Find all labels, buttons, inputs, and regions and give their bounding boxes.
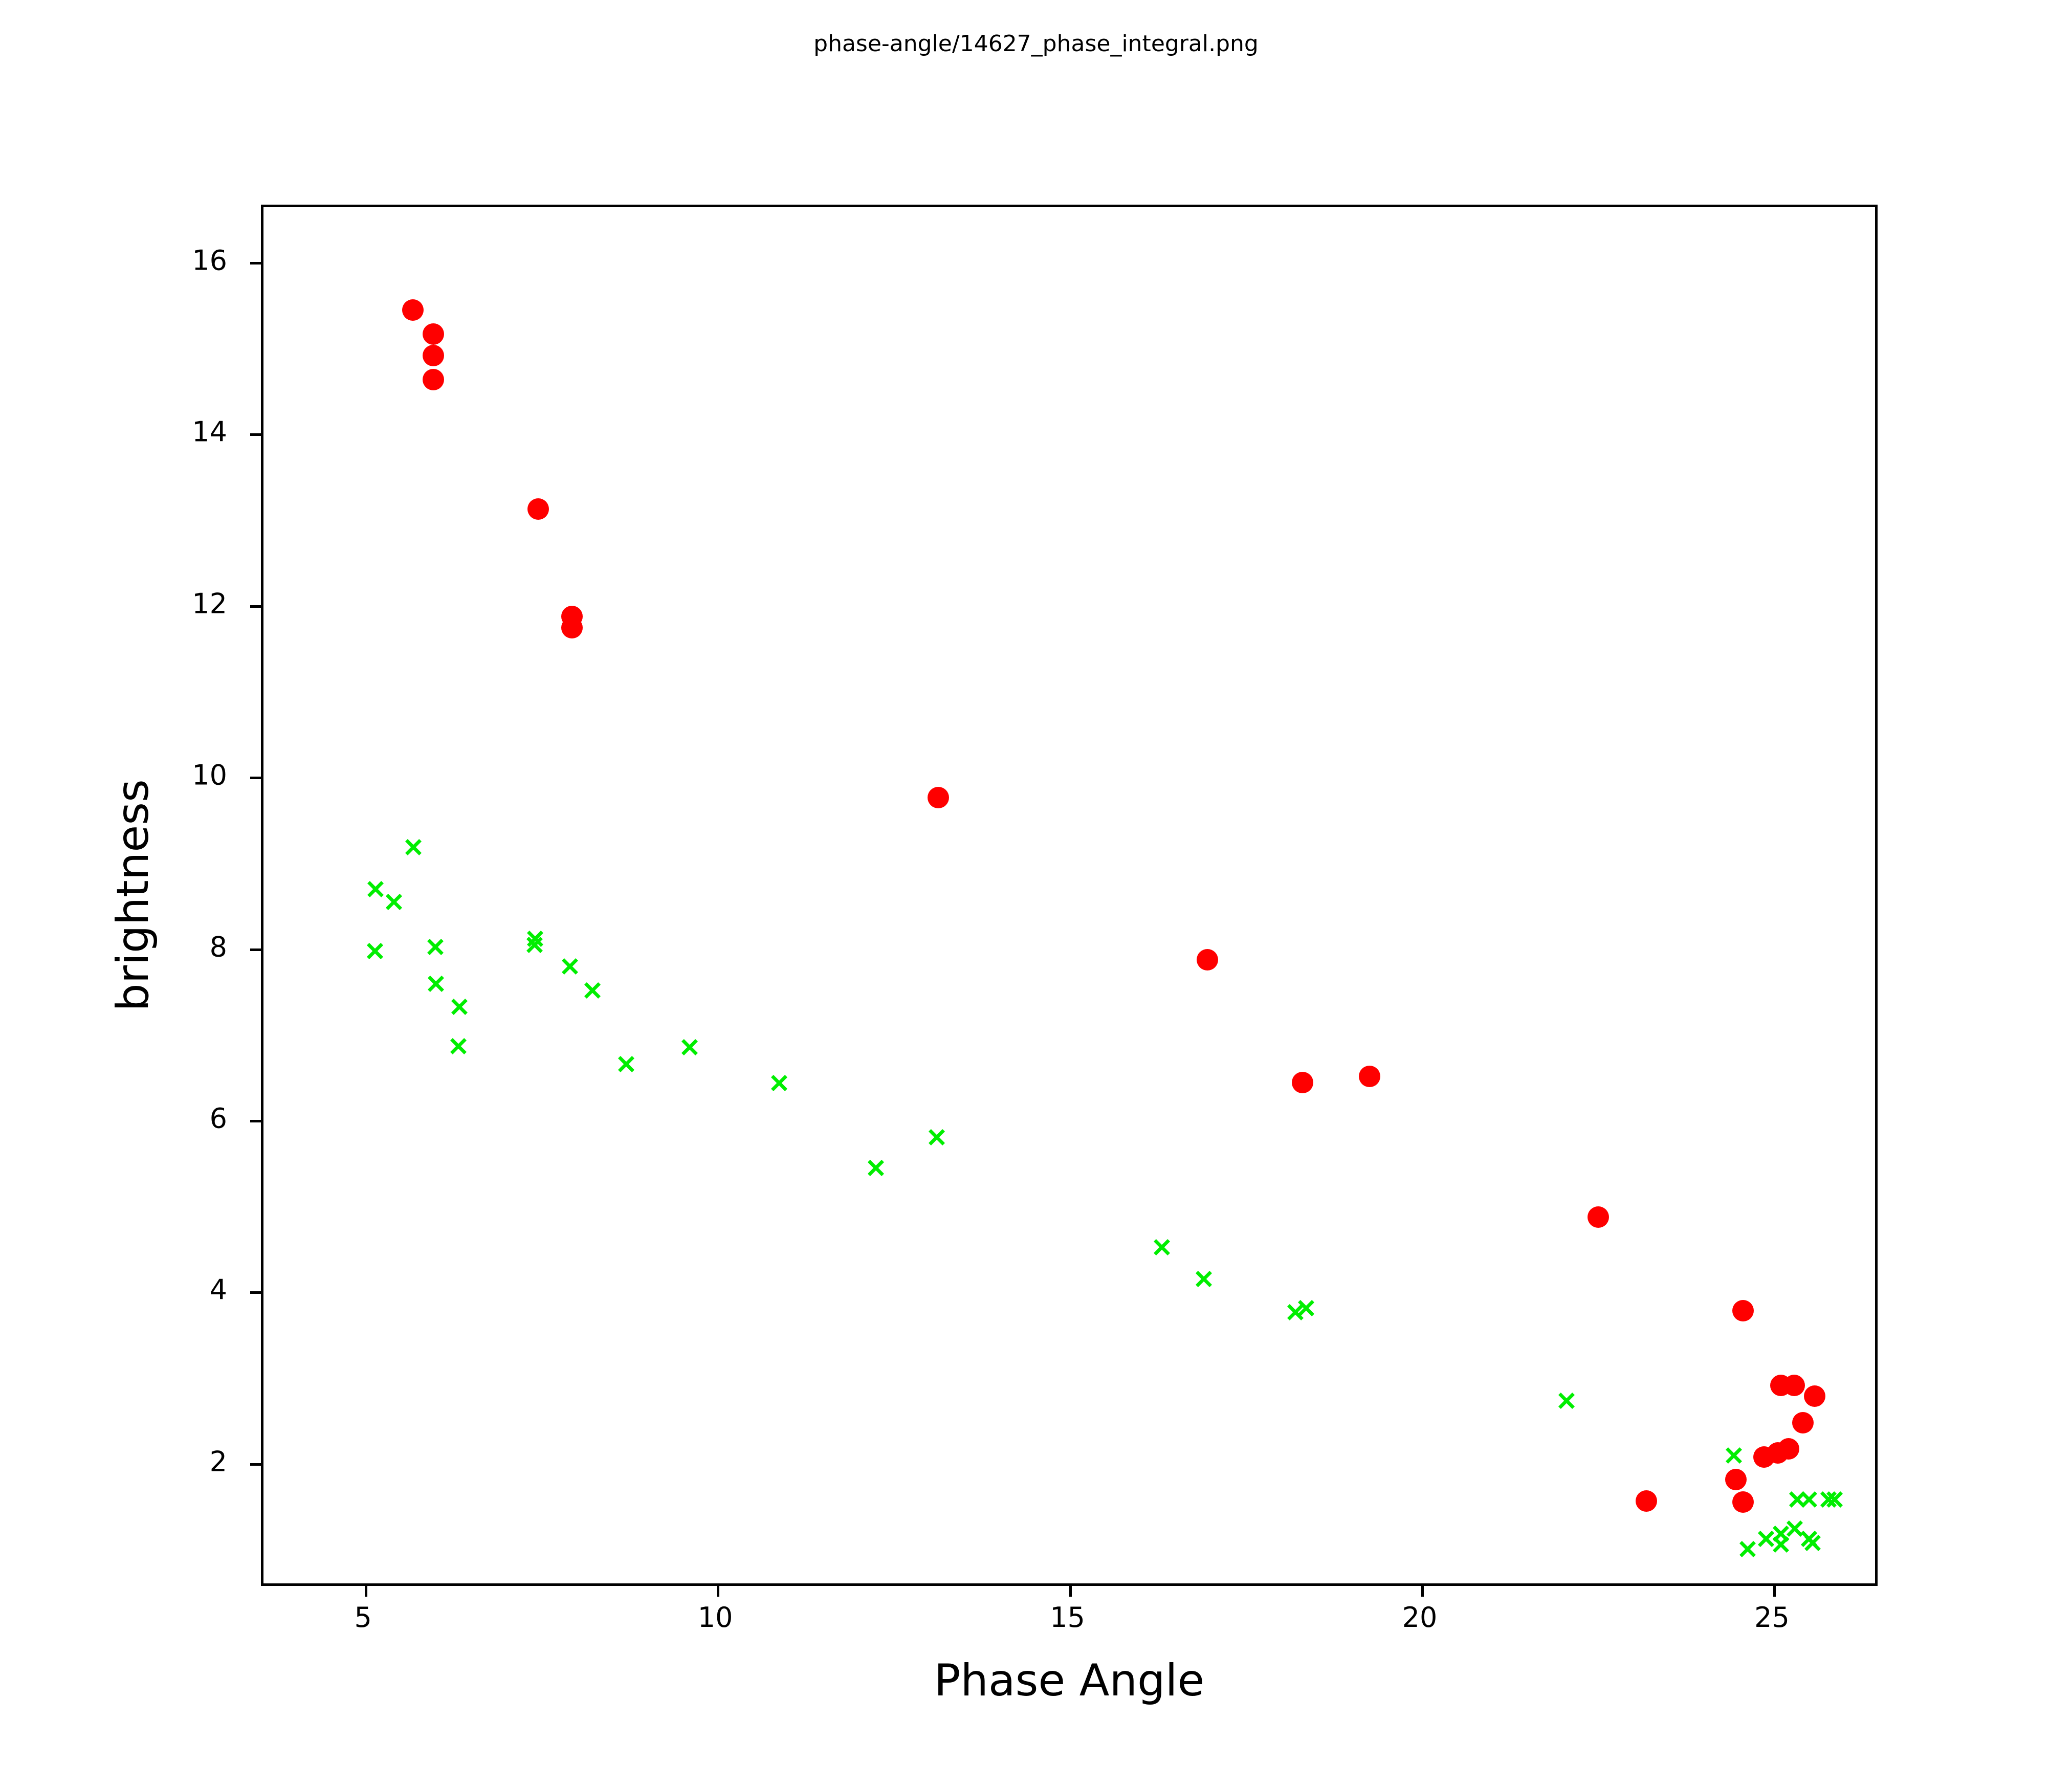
data-point-green-crosses bbox=[526, 936, 543, 954]
data-point-red-circles bbox=[928, 786, 950, 808]
y-axis-tick bbox=[250, 1291, 263, 1294]
data-point-green-crosses bbox=[1826, 1491, 1843, 1508]
data-point-red-circles bbox=[1732, 1491, 1754, 1513]
data-point-green-crosses bbox=[867, 1159, 885, 1177]
x-axis-tick-label: 10 bbox=[697, 1601, 733, 1634]
data-point-green-crosses bbox=[1820, 1491, 1837, 1508]
data-point-red-circles bbox=[1197, 948, 1219, 970]
data-point-green-crosses bbox=[1195, 1270, 1213, 1288]
data-point-green-crosses bbox=[1804, 1534, 1821, 1552]
y-axis-tick bbox=[250, 777, 263, 780]
data-point-red-circles bbox=[1358, 1065, 1380, 1087]
y-axis-tick-labels: 2 4 6 8 10 12 14 16 bbox=[0, 205, 246, 1586]
data-point-red-circles bbox=[1588, 1206, 1610, 1228]
y-axis-tick bbox=[250, 948, 263, 951]
data-point-green-crosses bbox=[1297, 1299, 1315, 1317]
data-point-green-crosses bbox=[367, 880, 384, 898]
data-point-green-crosses bbox=[366, 942, 384, 960]
data-point-green-crosses bbox=[1757, 1530, 1775, 1548]
y-axis-tick-label: 2 bbox=[209, 1445, 227, 1478]
data-point-green-crosses bbox=[928, 1129, 945, 1146]
data-point-green-crosses bbox=[770, 1074, 788, 1092]
data-point-green-crosses bbox=[1786, 1520, 1803, 1537]
x-axis-tick bbox=[717, 1583, 720, 1597]
data-point-green-crosses bbox=[427, 938, 444, 956]
data-point-red-circles bbox=[1778, 1438, 1799, 1460]
data-point-red-circles bbox=[1803, 1385, 1825, 1407]
data-point-green-crosses bbox=[427, 975, 445, 992]
data-point-green-crosses bbox=[450, 1038, 467, 1055]
y-axis-tick-label: 8 bbox=[209, 931, 227, 963]
data-point-green-crosses bbox=[1789, 1491, 1806, 1508]
data-point-green-crosses bbox=[1739, 1540, 1756, 1558]
scatter-data-layer bbox=[263, 207, 1875, 1583]
data-point-red-circles bbox=[561, 616, 583, 638]
y-axis-tick-label: 6 bbox=[209, 1102, 227, 1135]
y-axis-tick bbox=[250, 433, 263, 436]
data-point-green-crosses bbox=[618, 1055, 635, 1073]
data-point-red-circles bbox=[1732, 1299, 1754, 1321]
x-axis-title: Phase Angle bbox=[934, 1655, 1205, 1706]
data-point-red-circles bbox=[1725, 1469, 1747, 1491]
data-point-red-circles bbox=[1635, 1490, 1657, 1512]
data-point-green-crosses bbox=[681, 1039, 698, 1056]
x-axis-tick-labels: 5 10 15 20 25 bbox=[261, 1601, 1878, 1647]
y-axis-tick-label: 14 bbox=[192, 415, 227, 448]
y-axis-tick bbox=[250, 605, 263, 608]
data-point-red-circles bbox=[422, 323, 444, 345]
data-point-green-crosses bbox=[1725, 1447, 1743, 1464]
x-axis-tick-label: 5 bbox=[354, 1601, 372, 1634]
x-axis-tick-label: 25 bbox=[1754, 1601, 1790, 1634]
data-point-green-crosses bbox=[584, 982, 601, 999]
data-point-green-crosses bbox=[1772, 1536, 1790, 1553]
y-axis-tick-label: 10 bbox=[192, 759, 227, 791]
data-point-green-crosses bbox=[451, 998, 468, 1016]
data-point-green-crosses bbox=[1558, 1392, 1575, 1409]
y-axis-tick-label: 16 bbox=[192, 244, 227, 277]
data-point-red-circles bbox=[1792, 1412, 1814, 1434]
x-axis-tick bbox=[1069, 1583, 1072, 1597]
x-axis-tick bbox=[1773, 1583, 1776, 1597]
plot-area bbox=[250, 205, 1878, 1597]
data-point-green-crosses bbox=[1287, 1304, 1304, 1321]
x-axis-tick-label: 20 bbox=[1402, 1601, 1438, 1634]
data-point-green-crosses bbox=[1800, 1491, 1818, 1508]
data-point-green-crosses bbox=[405, 839, 422, 856]
data-point-red-circles bbox=[422, 369, 444, 391]
figure-title: phase-angle/14627_phase_integral.png bbox=[813, 31, 1259, 57]
data-point-green-crosses bbox=[385, 893, 403, 911]
x-axis-tick bbox=[364, 1583, 367, 1597]
y-axis-tick bbox=[250, 262, 263, 264]
data-point-red-circles bbox=[422, 345, 444, 367]
x-axis-tick bbox=[1421, 1583, 1424, 1597]
y-axis-tick bbox=[250, 1463, 263, 1466]
y-axis-tick-label: 12 bbox=[192, 587, 227, 620]
data-point-red-circles bbox=[527, 498, 549, 520]
data-point-red-circles bbox=[402, 299, 424, 321]
y-axis-tick bbox=[250, 1120, 263, 1123]
data-point-green-crosses bbox=[526, 930, 544, 947]
data-point-green-crosses bbox=[561, 958, 579, 975]
data-point-green-crosses bbox=[1153, 1239, 1171, 1256]
y-axis-tick-label: 4 bbox=[209, 1273, 227, 1306]
x-axis-tick-label: 15 bbox=[1050, 1601, 1085, 1634]
data-point-red-circles bbox=[1291, 1071, 1313, 1093]
data-point-red-circles bbox=[1783, 1374, 1805, 1396]
